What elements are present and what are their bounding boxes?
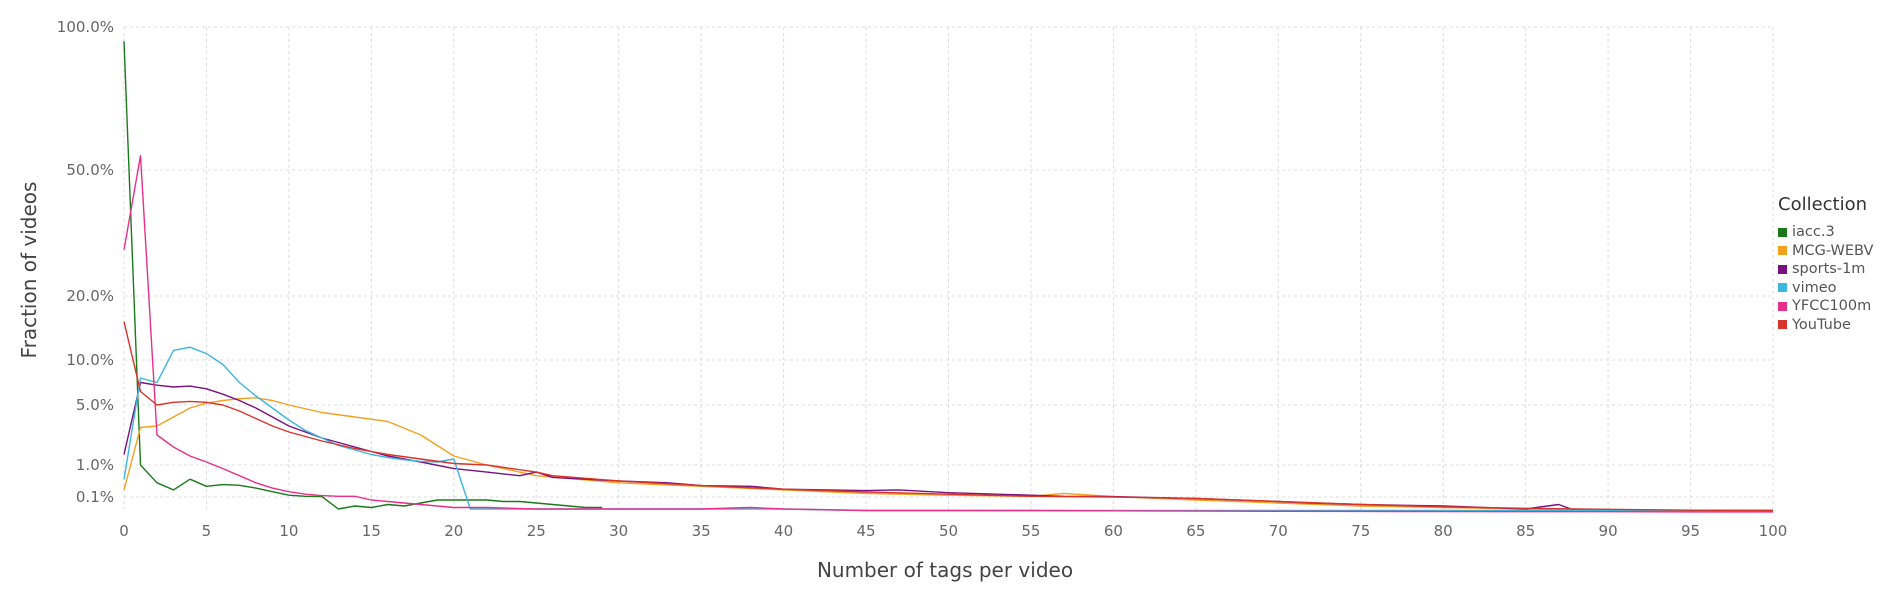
y-tick-label: 5.0% [76, 396, 114, 414]
legend: Collection iacc.3 MCG-WEBV sports-1m vimeo Y… [1778, 194, 1873, 334]
x-tick-label: 85 [1516, 522, 1535, 540]
legend-label: vimeo [1792, 279, 1837, 296]
legend-label: YouTube [1792, 316, 1851, 333]
y-tick-label: 100.0% [57, 18, 114, 36]
legend-item[interactable]: YouTube [1778, 316, 1873, 335]
x-tick-label: 80 [1434, 522, 1453, 540]
x-tick-label: 75 [1351, 522, 1370, 540]
legend-swatch [1778, 320, 1787, 330]
x-tick-label: 5 [202, 522, 212, 540]
legend-swatch [1778, 246, 1787, 256]
legend-label: sports-1m [1792, 261, 1866, 278]
legend-item[interactable]: sports-1m [1778, 260, 1873, 279]
x-tick-label: 95 [1681, 522, 1700, 540]
x-tick-label: 70 [1269, 522, 1288, 540]
x-tick-label: 35 [692, 522, 711, 540]
legend-swatch [1778, 264, 1787, 274]
x-tick-label: 15 [362, 522, 381, 540]
legend-swatch [1778, 283, 1787, 293]
legend-item[interactable]: iacc.3 [1778, 223, 1873, 242]
x-axis-title: Number of tags per video [817, 558, 1073, 582]
y-tick-label: 20.0% [66, 287, 114, 305]
legend-label: iacc.3 [1792, 224, 1835, 241]
grid [123, 26, 1774, 512]
legend-items: iacc.3 MCG-WEBV sports-1m vimeo YFCC100m YouT… [1778, 223, 1873, 334]
x-tick-label: 50 [939, 522, 958, 540]
x-axis-ticks: 0 5 10 15 20 25 30 35 40 45 50 55 60 65 70 75 80 85 90 95 10… [119, 522, 1787, 540]
x-tick-label: 65 [1186, 522, 1205, 540]
x-tick-label: 45 [857, 522, 876, 540]
y-tick-label: 10.0% [66, 351, 114, 369]
y-axis-title: Fraction of videos [17, 182, 41, 359]
x-tick-label: 60 [1104, 522, 1123, 540]
x-tick-label: 100 [1759, 522, 1788, 540]
series-line-youtube [123, 321, 1774, 512]
x-tick-label: 25 [527, 522, 546, 540]
legend-item[interactable]: YFCC100m [1778, 297, 1873, 316]
legend-swatch [1778, 301, 1787, 311]
y-axis-ticks: 100.0% 50.0% 20.0% 10.0% 5.0% 1.0% 0.1% [57, 18, 114, 506]
legend-label: YFCC100m [1792, 298, 1872, 315]
series-line-iacc-3 [123, 41, 603, 510]
x-tick-label: 10 [279, 522, 298, 540]
series-line-mcg-webv [123, 397, 1774, 512]
x-tick-label: 55 [1021, 522, 1040, 540]
x-tick-label: 0 [119, 522, 129, 540]
series-lines [123, 41, 1774, 513]
x-tick-label: 20 [444, 522, 463, 540]
legend-title: Collection [1778, 194, 1868, 215]
y-tick-label: 50.0% [66, 161, 114, 179]
y-tick-label: 0.1% [76, 488, 114, 506]
series-line-yfcc100m [123, 154, 1773, 513]
legend-label: MCG-WEBV [1792, 242, 1874, 259]
y-tick-label: 1.0% [76, 456, 114, 474]
x-tick-label: 40 [774, 522, 793, 540]
x-tick-label: 90 [1599, 522, 1618, 540]
series-line-vimeo [123, 346, 1773, 512]
legend-item[interactable]: vimeo [1778, 279, 1873, 298]
legend-swatch [1778, 227, 1787, 237]
x-tick-label: 30 [609, 522, 628, 540]
legend-item[interactable]: MCG-WEBV [1778, 242, 1873, 261]
